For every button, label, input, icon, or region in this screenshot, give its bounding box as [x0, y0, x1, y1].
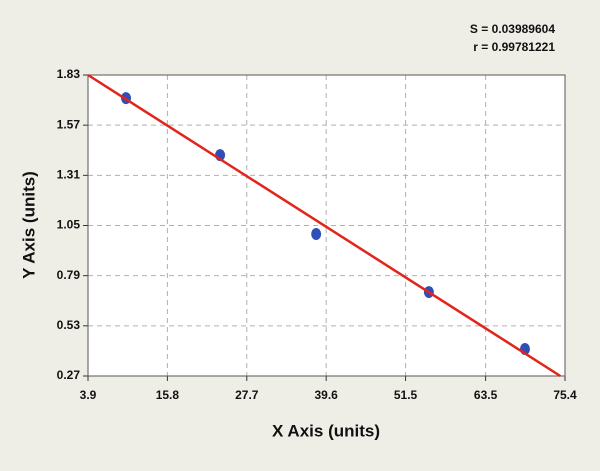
x-tick-label: 27.7: [235, 388, 259, 402]
y-tick-label: 1.83: [57, 67, 81, 81]
x-tick-label: 51.5: [394, 388, 418, 402]
x-tick-label: 63.5: [474, 388, 498, 402]
y-tick-label: 1.57: [57, 117, 81, 131]
y-tick-label: 1.05: [57, 218, 81, 232]
x-axis-label: X Axis (units): [272, 421, 380, 440]
fit-line: [87, 73, 562, 378]
y-axis-label: Y Axis (units): [19, 171, 38, 279]
x-tick-label: 39.6: [314, 388, 338, 402]
y-tick-label: 0.27: [57, 368, 81, 382]
x-tick-label: 15.8: [156, 388, 180, 402]
y-tick-label: 0.79: [57, 268, 81, 282]
x-tick-label: 3.9: [80, 388, 97, 402]
y-tick-label: 0.53: [57, 318, 81, 332]
annotation: S = 0.03989604: [470, 22, 555, 36]
data-point: [311, 227, 322, 240]
plot-frame: [87, 74, 566, 377]
annotation: r = 0.99781221: [473, 40, 555, 54]
y-tick-label: 1.31: [57, 168, 81, 182]
x-tick-label: 75.4: [553, 388, 577, 402]
